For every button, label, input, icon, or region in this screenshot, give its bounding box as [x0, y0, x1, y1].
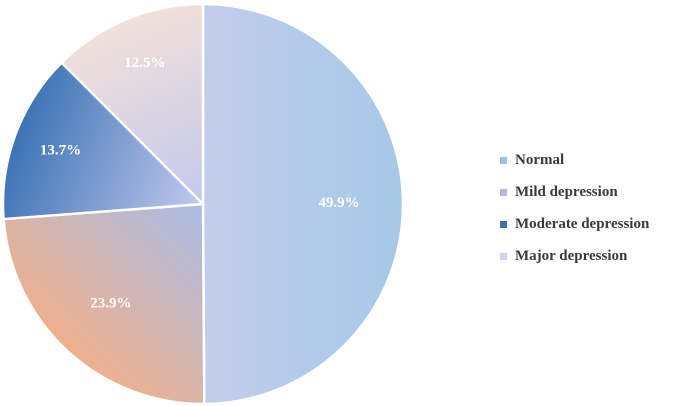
data-label: 12.5% — [124, 55, 165, 71]
legend-swatch — [500, 220, 507, 228]
legend-item-mild-depression: Mild depression — [500, 176, 649, 208]
legend-item-major-depression: Major depression — [500, 240, 649, 272]
legend: Normal Mild depression Moderate depressi… — [500, 144, 649, 272]
pie-slice-moderate-depression — [1, 61, 205, 221]
legend-label: Mild depression — [515, 183, 618, 200]
legend-label: Moderate depression — [515, 215, 650, 232]
legend-item-moderate-depression: Moderate depression — [500, 208, 649, 240]
legend-item-normal: Normal — [500, 144, 649, 176]
data-label: 23.9% — [90, 295, 131, 311]
legend-swatch — [500, 252, 507, 260]
legend-label: Normal — [515, 151, 565, 168]
legend-swatch — [500, 188, 507, 196]
data-label: 49.9% — [318, 195, 359, 211]
legend-label: Major depression — [515, 247, 628, 264]
pie-slice-major-depression — [60, 2, 205, 206]
pie-slice-mild-depression — [2, 202, 206, 406]
data-label: 13.7% — [40, 143, 81, 159]
pie-slice-normal — [201, 2, 405, 406]
legend-swatch — [500, 156, 507, 164]
